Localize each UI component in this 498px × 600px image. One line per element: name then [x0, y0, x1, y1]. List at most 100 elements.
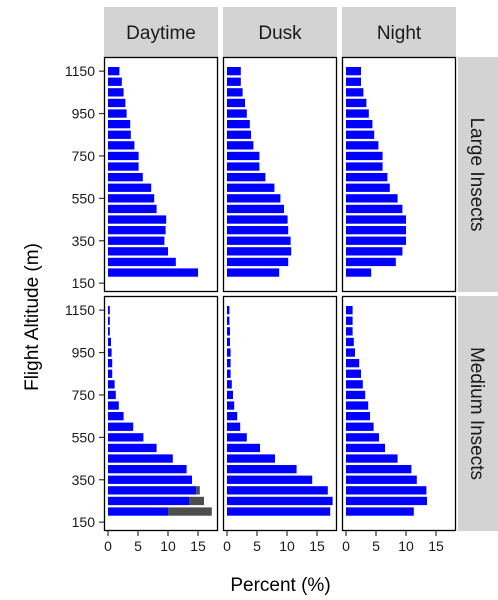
bar: [227, 109, 247, 118]
bar: [108, 443, 157, 453]
bar: [346, 215, 406, 224]
bar: [346, 67, 361, 76]
panel-large-insects-night: [341, 56, 457, 293]
y-tick-label: 950: [72, 106, 96, 122]
panel-border: [341, 295, 457, 532]
bar: [346, 194, 398, 203]
y-tick-label: 350: [72, 472, 96, 488]
bar: [108, 465, 187, 474]
y-tick-label: 750: [72, 387, 96, 403]
y-tick-label: 150: [72, 275, 96, 291]
x-tick-label: 10: [160, 538, 176, 554]
bar: [108, 67, 120, 76]
bar: [346, 348, 355, 357]
bar: [346, 98, 367, 108]
y-tick-label: 550: [72, 190, 96, 206]
bar: [346, 443, 385, 453]
strip-background: [458, 296, 498, 531]
bar: [227, 141, 254, 150]
y-tick-label: 550: [72, 429, 96, 445]
bar: [227, 120, 250, 129]
bar: [227, 130, 251, 139]
bar: [346, 475, 417, 484]
bar: [108, 348, 112, 357]
bar: [108, 369, 113, 378]
bar: [227, 443, 260, 453]
bar: [346, 77, 361, 86]
bar: [108, 194, 155, 203]
bar: [108, 120, 131, 129]
bar: [108, 257, 176, 267]
bar: [227, 162, 260, 171]
bar: [108, 77, 122, 86]
bar: [227, 316, 230, 325]
column-strip-dusk: Dusk: [223, 7, 337, 57]
panel-border: [103, 295, 219, 532]
bar-extra: [189, 496, 204, 506]
bar: [346, 390, 366, 400]
bar: [346, 141, 379, 150]
bar: [108, 226, 166, 235]
bar: [108, 162, 139, 171]
bar: [227, 173, 266, 182]
bar: [346, 316, 353, 325]
panel-border: [103, 56, 219, 293]
bar: [108, 496, 189, 506]
bar: [108, 151, 139, 161]
bar: [346, 359, 360, 368]
bar: [346, 236, 406, 245]
bar: [227, 77, 241, 86]
y-tick-label: 750: [72, 148, 96, 164]
bar: [346, 306, 353, 315]
bar: [108, 130, 131, 139]
strip-background: [223, 7, 337, 57]
bar-extra: [196, 486, 200, 495]
panel-medium-insects-dusk: [222, 295, 338, 532]
x-tick-label: 10: [279, 538, 295, 554]
bar: [227, 465, 297, 474]
bar: [346, 380, 363, 389]
bar: [108, 433, 144, 442]
x-axis-dusk: 0 5 10 15: [223, 531, 325, 554]
bar: [108, 88, 124, 97]
bar: [108, 215, 167, 224]
bar: [227, 433, 247, 442]
bar: [108, 401, 119, 410]
y-tick-label: 950: [72, 345, 96, 361]
bar: [108, 306, 110, 315]
bar: [227, 380, 232, 389]
bar: [346, 226, 406, 235]
bar: [346, 247, 403, 256]
bar: [227, 454, 275, 463]
panel-background: [223, 296, 337, 531]
bar: [227, 337, 230, 347]
x-tick-label: 15: [309, 538, 325, 554]
x-tick-label: 5: [134, 538, 142, 554]
bar: [108, 268, 198, 277]
bar: [346, 173, 388, 182]
panel-large-insects-dusk: [222, 56, 338, 293]
bar: [346, 507, 414, 516]
bar: [108, 380, 115, 389]
bar: [227, 88, 243, 97]
bar: [346, 257, 396, 267]
x-tick-label: 15: [190, 538, 206, 554]
x-tick-label: 0: [342, 538, 350, 554]
panel-border: [222, 56, 338, 293]
bar: [346, 162, 383, 171]
bar: [346, 422, 374, 431]
bar: [227, 486, 328, 495]
bar: [227, 390, 233, 400]
x-tick-label: 0: [104, 538, 112, 554]
bar: [108, 183, 152, 192]
bar: [108, 247, 168, 256]
bar: [227, 507, 331, 516]
x-tick-label: 10: [398, 538, 414, 554]
bar: [346, 151, 383, 161]
bar: [108, 486, 197, 495]
bar: [346, 88, 364, 97]
x-tick-label: 5: [253, 538, 261, 554]
bar: [108, 359, 113, 368]
bar: [346, 120, 373, 129]
